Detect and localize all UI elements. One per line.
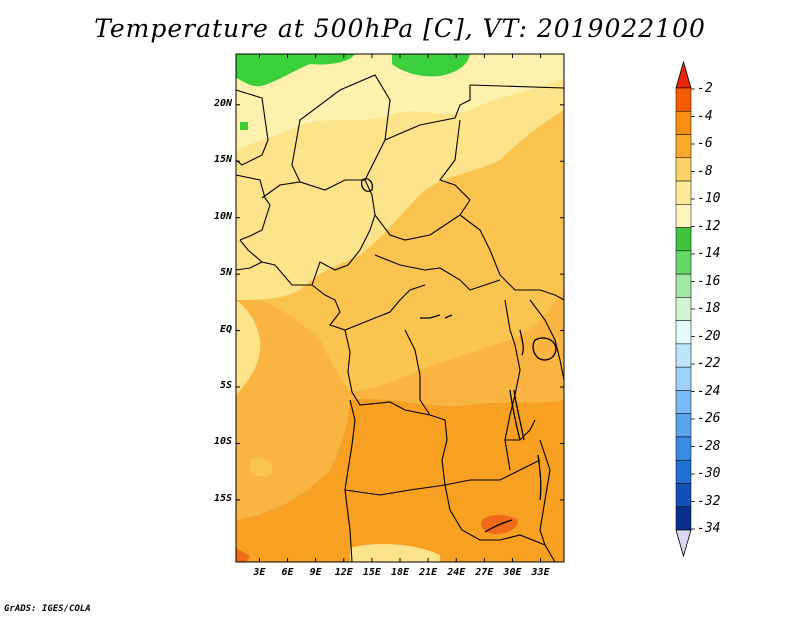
colorbar-segment (675, 366, 692, 391)
colorbar-segment (675, 320, 692, 345)
colorbar-segment (675, 459, 692, 484)
lon-label: 6E (281, 567, 294, 578)
lon-label: 33E (531, 567, 550, 578)
lat-label: 15S (213, 492, 232, 504)
field-green-spot (240, 122, 248, 130)
colorbar-segment (675, 483, 692, 507)
field-hot-spot-2 (236, 548, 250, 562)
lat-label: EQ (219, 323, 232, 335)
colorbar-segment (675, 413, 692, 438)
lat-label: 5S (219, 380, 232, 392)
lat-label: 20N (213, 97, 232, 109)
colorbar-segment (675, 87, 692, 112)
colorbar-label: -8 (697, 163, 713, 179)
lat-label: 15N (213, 154, 232, 166)
temperature-field (236, 54, 564, 562)
colorbar-label: -20 (697, 328, 721, 344)
colorbar-label: -34 (697, 521, 721, 536)
lat-label: 10N (213, 210, 232, 222)
credit-text: GrADS: IGES/COLA (4, 604, 91, 614)
lon-label: 12E (334, 567, 353, 578)
colorbar-bottom-arrow (675, 529, 692, 558)
colorbar-label: -10 (697, 191, 721, 206)
lake-chad (360, 178, 374, 192)
field-green-band (236, 54, 355, 87)
colorbar-label: -6 (697, 136, 713, 151)
colorbar-segment (675, 227, 692, 252)
colorbar-segment (675, 250, 692, 275)
lat-label: 10S (213, 436, 232, 448)
colorbar-label: -2 (697, 81, 713, 96)
field-patch-1 (250, 458, 273, 478)
river-congo-1 (420, 314, 441, 319)
page-title: Temperature at 500hPa [C], VT: 201902210… (94, 14, 706, 43)
field-pale-yellow (236, 54, 564, 150)
colorbar-segment (675, 273, 692, 298)
colorbar-label: -14 (697, 246, 721, 261)
lon-label: 30E (503, 567, 522, 578)
lon-label: 27E (475, 567, 494, 578)
lon-label: 9E (309, 567, 322, 578)
colorbar-label: -30 (697, 466, 721, 481)
lake-albert (519, 329, 524, 356)
lat-label: 5N (219, 267, 232, 279)
field-green-band-2 (392, 54, 470, 77)
lon-label: 3E (253, 567, 266, 578)
colorbar-segment (675, 204, 692, 228)
colorbar-label: -4 (697, 108, 713, 124)
colorbar-segment (675, 297, 692, 321)
colorbar-label: -22 (697, 356, 721, 371)
colorbar-label: -12 (697, 218, 721, 234)
river-congo-2 (444, 314, 453, 319)
lake-victoria (532, 337, 557, 361)
lake-tanganyika (509, 389, 525, 441)
colorbar-label: -24 (697, 383, 721, 399)
field-yellow-west (236, 300, 261, 395)
colorbar-label: -18 (697, 301, 721, 316)
colorbar-segment (675, 180, 692, 205)
lon-label: 21E (419, 567, 438, 578)
lake-kariba (484, 519, 513, 533)
colorbar-segment (675, 506, 692, 531)
lon-label: 24E (447, 567, 466, 578)
colorbar-segment (675, 134, 692, 159)
colorbar-segment (675, 436, 692, 461)
lon-label: 15E (362, 567, 381, 578)
lake-malawi (537, 454, 542, 501)
axis-ticks (236, 54, 564, 562)
colorbar-segment (675, 390, 692, 414)
colorbar-segment (675, 111, 692, 135)
country-borders (235, 74, 565, 563)
colorbar-segment (675, 343, 692, 368)
lakes (360, 178, 557, 533)
colorbar-segment (675, 157, 692, 182)
colorbar-label: -32 (697, 493, 721, 509)
field-patch-2 (350, 544, 440, 562)
colorbar-top-arrow (675, 60, 692, 89)
lon-label: 18E (390, 567, 410, 578)
colorbar-label: -16 (697, 273, 721, 289)
colorbar-label: -28 (697, 438, 721, 454)
colorbar-label: -26 (697, 411, 721, 426)
